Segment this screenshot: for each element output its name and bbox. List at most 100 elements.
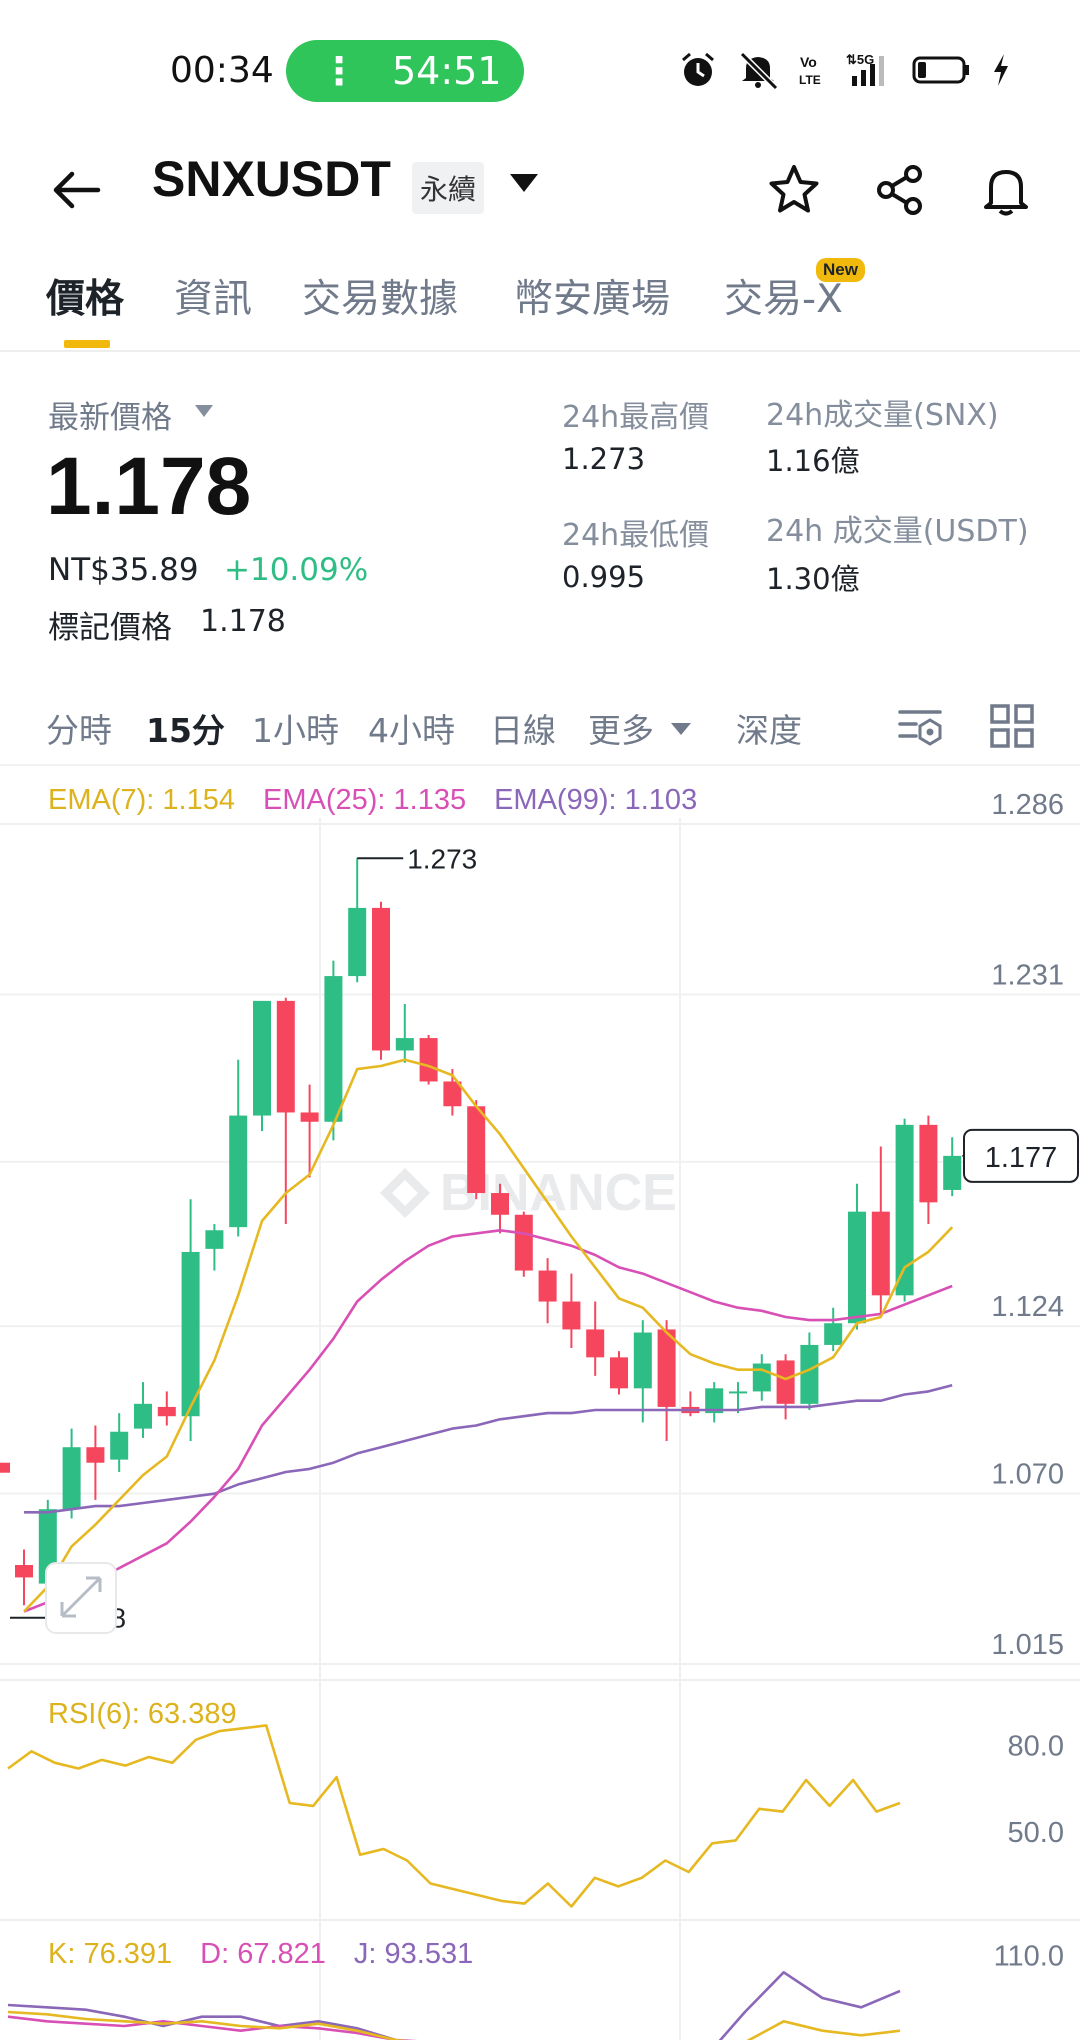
share-button[interactable] <box>868 158 932 222</box>
status-bar: 00:34 ⋮ 54:51 Vo LTE ⇅5G <box>0 0 1080 140</box>
fiat-price: NT$35.89 <box>48 552 199 588</box>
candle-body <box>800 1344 819 1404</box>
page-tabs: 價格 資訊 交易數據 幣安廣場 交易-X New <box>0 258 1080 352</box>
kdj-d-label: D: 67.821 <box>200 1938 326 1970</box>
latest-price-label[interactable]: 最新價格 <box>48 400 172 436</box>
candle-body <box>300 1112 319 1122</box>
price-axis-label: 1.231 <box>991 959 1064 991</box>
back-button[interactable] <box>44 158 108 222</box>
candle-body <box>110 1431 129 1460</box>
candle-body <box>776 1360 795 1404</box>
depth-tab[interactable]: 深度 <box>736 711 802 750</box>
candle-body <box>253 1000 271 1116</box>
candle-body <box>348 907 367 977</box>
price-axis-label: 1.286 <box>991 789 1064 821</box>
star-icon <box>769 165 819 213</box>
grid-layout-icon[interactable] <box>986 700 1038 752</box>
high-24h-label: 24h最高價 <box>562 400 710 435</box>
battery-icon <box>912 56 969 84</box>
active-tab-indicator <box>64 340 110 348</box>
rsi-axis-label: 80.0 <box>1008 1731 1064 1763</box>
status-icons: Vo LTE ⇅5G <box>678 48 1012 92</box>
tab-trading-data[interactable]: 交易數據 <box>302 277 459 322</box>
rsi-legend: RSI(6): 63.389 <box>48 1698 237 1730</box>
candle-body <box>586 1329 605 1358</box>
candle-body <box>562 1301 581 1330</box>
new-badge: New <box>816 258 865 282</box>
candle-body <box>62 1447 81 1510</box>
ema99-line <box>24 1383 953 1514</box>
caret-down-icon[interactable] <box>194 404 214 418</box>
interval-15m[interactable]: 15分 <box>146 711 225 750</box>
svg-text:LTE: LTE <box>799 73 821 87</box>
kdj-j-label: J: 93.531 <box>353 1938 474 1970</box>
tab-trade-x[interactable]: 交易-X <box>724 277 843 322</box>
candle-body <box>729 1391 747 1394</box>
tab-price[interactable]: 價格 <box>46 277 125 322</box>
candle-body <box>943 1155 962 1190</box>
candle-body <box>419 1038 438 1082</box>
mute-icon <box>739 51 779 90</box>
ema99-label: EMA(99): 1.103 <box>494 784 698 816</box>
mark-price-label: 標記價格 <box>48 610 172 646</box>
contract-type-badge: 永續 <box>412 162 485 214</box>
last-price: 1.178 <box>46 441 252 532</box>
candle-body <box>895 1124 914 1296</box>
volte-icon: Vo LTE <box>799 54 821 87</box>
caret-down-icon[interactable] <box>670 722 692 736</box>
status-time: 00:34 <box>170 50 274 91</box>
candle-body <box>205 1230 224 1249</box>
candle-body <box>514 1214 533 1271</box>
candle-body <box>467 1106 486 1194</box>
tab-square[interactable]: 幣安廣場 <box>514 277 671 322</box>
interval-bar: 分時 15分 1小時 4小時 日線 更多 深度 <box>0 690 1080 766</box>
candle-body <box>657 1329 676 1407</box>
caret-down-icon[interactable] <box>508 172 540 194</box>
price-axis-label: 1.124 <box>991 1291 1064 1323</box>
candle-body <box>705 1388 724 1414</box>
candle-body <box>157 1406 176 1417</box>
low-24h-value: 0.995 <box>562 560 646 594</box>
ema7-label: EMA(7): 1.154 <box>48 784 235 816</box>
symbol-header: SNXUSDT 永續 <box>0 140 1080 260</box>
candle-body <box>372 907 390 1051</box>
candle-body <box>324 976 343 1122</box>
tab-info[interactable]: 資訊 <box>174 277 253 322</box>
high-24h-value: 1.273 <box>562 442 646 476</box>
alert-button[interactable] <box>974 158 1038 222</box>
high-marker-label: 1.273 <box>407 843 477 874</box>
interval-time[interactable]: 分時 <box>46 711 112 750</box>
ema25-line <box>23 1228 953 1613</box>
favorite-button[interactable] <box>762 158 826 222</box>
interval-1h[interactable]: 1小時 <box>252 711 339 750</box>
indicator-settings-icon[interactable] <box>894 700 946 752</box>
candle-body <box>491 1193 509 1215</box>
kdj-legend: K: 76.391 D: 67.821 J: 93.531 <box>48 1938 473 1971</box>
interval-1d[interactable]: 日線 <box>490 711 556 750</box>
change-percent: +10.09% <box>224 552 369 588</box>
binance-logo-icon <box>380 1168 430 1218</box>
volume-base-label: 24h成交量(SNX) <box>766 398 999 433</box>
interval-more[interactable]: 更多 <box>588 711 654 750</box>
candle-body <box>538 1270 557 1302</box>
call-timer-pill[interactable]: ⋮ 54:51 <box>286 40 524 102</box>
kline-chart[interactable]: 1.2861.2311.1771.1241.0701.015BINANCE1.2… <box>0 768 1080 2040</box>
expand-icon <box>60 1576 102 1618</box>
kdj-axis-label: 110.0 <box>994 1940 1064 1972</box>
arrow-left-icon <box>53 171 101 209</box>
candle-body <box>229 1115 248 1228</box>
ema25-label: EMA(25): 1.135 <box>262 784 467 816</box>
candle-body <box>395 1038 414 1051</box>
candle-body <box>0 1462 10 1473</box>
rsi-line <box>7 1724 901 1908</box>
symbol-title[interactable]: SNXUSDT <box>152 151 391 207</box>
bell-icon <box>984 170 1028 216</box>
charging-icon <box>994 54 1008 86</box>
kdj-k-label: K: 76.391 <box>48 1938 173 1970</box>
candle-body <box>610 1357 628 1389</box>
interval-4h[interactable]: 4小時 <box>368 711 455 750</box>
timer-dot-icon: ⋮ <box>320 49 358 93</box>
candle-body <box>15 1565 33 1578</box>
current-price-tag <box>963 1128 1079 1183</box>
kline-chart-canvas[interactable]: 1.2861.2311.1771.1241.0701.015BINANCE1.2… <box>0 768 1080 2040</box>
